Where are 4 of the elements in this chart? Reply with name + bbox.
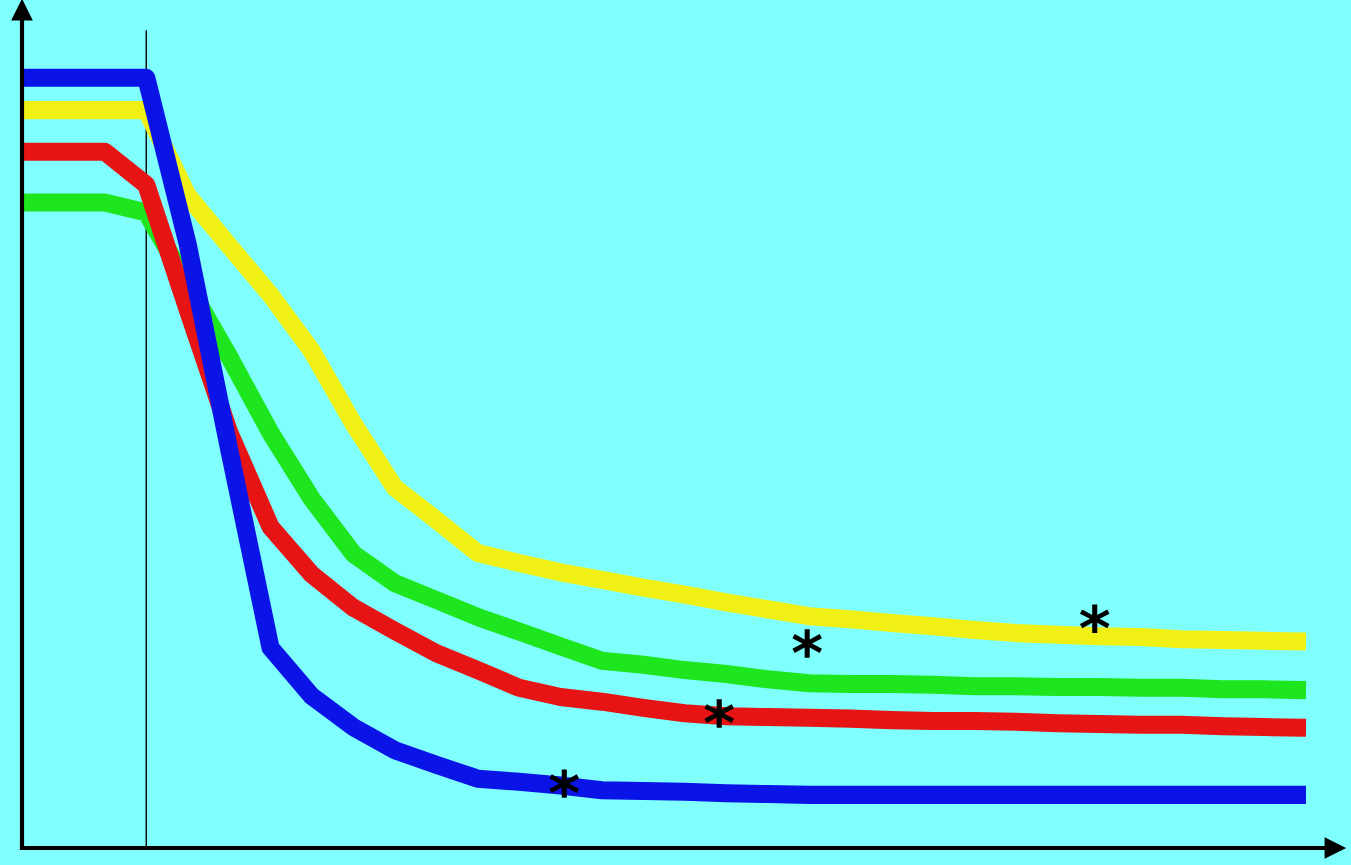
annotation: * [792,629,822,658]
annotation: * [549,769,580,798]
annotation: * [704,699,734,728]
annotation: * [1079,604,1110,633]
